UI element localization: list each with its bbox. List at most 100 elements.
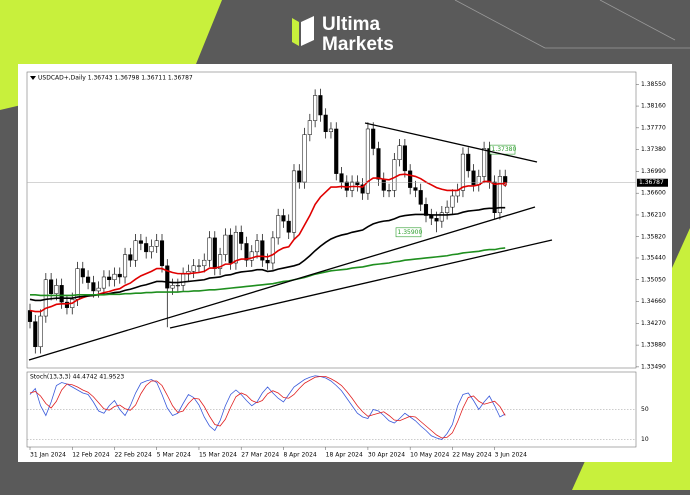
candle-body [466,153,471,172]
candle-body [101,276,106,289]
candle-body [471,170,476,186]
candle-body [86,276,91,283]
candle-body [397,145,402,160]
candle-body [96,287,101,292]
candle-body [439,212,444,222]
candle-body [38,315,43,348]
y-tick-label: 1.36990 [641,168,666,175]
candle-body [503,176,508,183]
candle-body [196,265,202,267]
candle-body [371,128,376,149]
candle-body [423,204,429,216]
candle-body [133,240,138,261]
candle-body [492,181,497,213]
candle-body [244,243,249,261]
candle-body [59,285,64,303]
candle-body [260,240,265,261]
y-tick-label: 1.35440 [641,254,666,261]
x-tick-label: 8 Apr 2024 [283,452,316,459]
candle-body [159,240,165,267]
y-tick-label: 1.33880 [641,342,666,349]
candle-body [144,243,149,253]
candle-body [49,279,54,294]
candle-body [270,237,275,264]
chart-title: USDCAD+,Daily 1.36743 1.36798 1.36711 1.… [38,75,193,82]
candle-body [107,276,112,281]
candle-body [112,273,117,281]
candle-body [307,120,312,135]
y-tick-label: 1.38160 [641,103,666,110]
indicator-line [29,375,506,440]
candle-body [212,237,217,269]
candle-body [181,273,186,286]
y-tick-label: 1.35820 [641,233,666,240]
annotation-box [395,227,422,238]
candle-body [455,190,460,197]
candle-body [54,285,59,294]
candle-body [64,301,70,308]
candle-body [117,273,122,278]
y-tick-label: 1.33490 [641,363,666,370]
candle-body [323,114,328,133]
x-tick-label: 30 Apr 2024 [368,452,405,459]
candle-body [233,232,238,264]
candle-body [408,170,413,188]
candle-body [497,176,502,213]
candle-body [254,240,260,253]
annotation-label: 1.35900 [398,229,423,236]
candle-body [318,95,323,116]
candle-body [27,310,33,322]
x-tick-label: 5 Mar 2024 [157,452,191,459]
logo-icon [292,18,299,46]
x-tick-label: 15 Mar 2024 [199,452,237,459]
logo-text: Markets [322,34,394,55]
x-tick-label: 18 Apr 2024 [326,452,363,459]
candle-body [122,254,128,278]
candle-body [429,215,434,219]
candle-body [281,215,286,222]
candle-body [239,232,244,244]
y-tick-label: 10 [641,436,649,443]
y-tick-label: 1.36210 [641,211,666,218]
chart-panel [18,64,672,462]
last-price-box [637,178,668,187]
indicator-line [30,247,506,297]
indicator-line [29,173,506,313]
y-tick-label: 50 [641,406,649,413]
candle-body [418,190,423,205]
stoch-title: Stoch(13,3,3) 44.4742 41.9523 [30,374,124,381]
candle-body [450,195,455,208]
candle-body [286,220,291,233]
menu-arrow [30,76,36,80]
candle-body [381,178,386,191]
candle-body [355,181,360,186]
logo-icon [301,16,314,46]
y-tick-label: 1.37770 [641,124,666,131]
candle-body [80,268,85,278]
y-tick-label: 1.34270 [641,320,666,327]
candle-body [313,95,318,121]
logo-text: Ultima [322,14,381,35]
candle-body [223,234,228,255]
candle-body [218,254,223,269]
candle-body [402,145,407,172]
candle-body [191,265,196,272]
decor-line [599,0,676,41]
candle-body [360,184,365,194]
y-tick-label: 1.37380 [641,146,666,153]
candle-body [91,282,96,292]
candle-body [138,240,143,244]
candle-body [386,190,392,192]
x-tick-label: 10 May 2024 [410,452,449,459]
candle-body [249,251,254,261]
y-tick-label: 1.38550 [641,81,666,88]
candle-body [202,259,207,267]
candle-body [170,285,175,289]
trend-line [28,206,536,361]
candle-body [482,148,487,177]
candle-body [365,128,370,194]
candle-body [434,218,439,222]
candle-body [328,128,334,133]
candle-body [154,240,159,247]
